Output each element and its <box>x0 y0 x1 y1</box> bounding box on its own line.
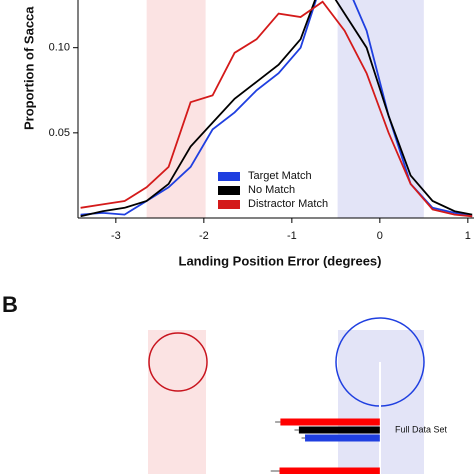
bar <box>280 418 380 426</box>
shaded-region <box>146 0 206 218</box>
legend-swatch <box>218 200 240 209</box>
series-line <box>80 0 473 218</box>
annotations: -3 -2 -1 0 1 0.05 0.10 Target Match No Match Dist… <box>49 0 474 474</box>
series-line <box>80 0 473 218</box>
y-tick-label: 0.05 <box>49 127 70 139</box>
x-axis-label: Landing Position Error (degrees) <box>179 253 382 268</box>
plot-area <box>80 0 473 218</box>
target-circle <box>148 332 208 392</box>
legend-swatch <box>218 172 240 181</box>
legend: Target Match No Match Distractor Match <box>218 170 328 210</box>
y-tick-label: 0.10 <box>49 42 70 54</box>
shaded-column <box>148 330 206 474</box>
category-label: Full Data Set <box>395 424 448 434</box>
y-axis-label: Proportion of Sacca <box>21 6 36 130</box>
bar <box>279 467 380 474</box>
bar <box>305 434 380 442</box>
x-tick-label: -2 <box>199 230 209 242</box>
legend-swatch <box>218 186 240 195</box>
x-tick-label: -1 <box>287 230 297 242</box>
bar <box>298 426 380 434</box>
x-tick-label: 1 <box>465 230 471 242</box>
panel-b-background <box>148 317 425 474</box>
panel-label: B <box>2 292 18 317</box>
legend-label: Target Match <box>248 170 312 182</box>
legend-label: No Match <box>248 184 295 196</box>
x-tick-label: 0 <box>377 230 383 242</box>
x-tick-label: -3 <box>111 230 121 242</box>
legend-label: Distractor Match <box>248 198 328 210</box>
